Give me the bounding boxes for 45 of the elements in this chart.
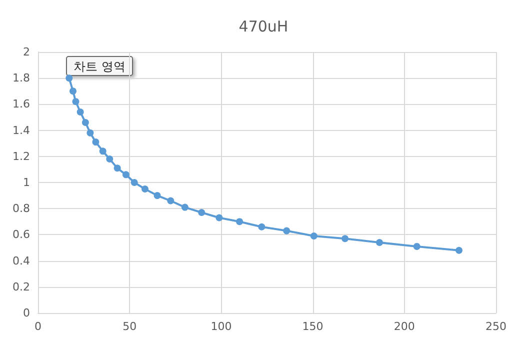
y-tick-label: 1.2: [12, 150, 30, 163]
point: [141, 186, 148, 193]
y-tick-label: 0.6: [12, 228, 30, 242]
point: [236, 218, 244, 226]
y-tick-label: 0.4: [12, 254, 30, 268]
point: [181, 204, 188, 211]
point: [154, 192, 161, 200]
point: [99, 148, 106, 155]
point: [72, 98, 80, 106]
x-tick-label: 100: [210, 320, 232, 333]
point: [216, 214, 223, 222]
point: [106, 156, 114, 163]
point: [92, 138, 100, 146]
y-tick-label: 0.2: [12, 280, 30, 294]
point: [76, 108, 84, 116]
point: [114, 164, 121, 172]
chart-title: 470uH: [238, 18, 288, 36]
y-tick-label: 0.8: [12, 202, 30, 216]
point: [167, 197, 174, 204]
x-tick-label: 150: [302, 320, 324, 333]
point: [198, 209, 206, 216]
point: [82, 118, 89, 126]
x-tick-label: 250: [486, 320, 506, 333]
y-tick-label: 1.8: [12, 72, 30, 85]
point: [66, 74, 73, 82]
point: [258, 223, 266, 230]
y-tick-label: 2: [23, 46, 30, 58]
point: [283, 227, 290, 234]
point: [456, 246, 462, 254]
point: [70, 88, 76, 95]
x-tick-label: 0: [34, 320, 42, 333]
point: [122, 171, 130, 178]
y-tick-label: 1.6: [12, 98, 30, 111]
point: [376, 239, 383, 246]
y-tick-label: 0: [23, 306, 30, 320]
x-tick-label: 50: [122, 320, 137, 333]
point: [86, 129, 94, 136]
x-tick-label: 200: [394, 320, 415, 333]
y-tick-label: 1: [23, 176, 30, 189]
point: [130, 179, 138, 186]
annotation: 차트 영역: [74, 60, 126, 74]
y-tick-label: 1.4: [12, 124, 30, 137]
point: [310, 232, 318, 240]
point: [413, 242, 420, 250]
point: [342, 235, 349, 242]
